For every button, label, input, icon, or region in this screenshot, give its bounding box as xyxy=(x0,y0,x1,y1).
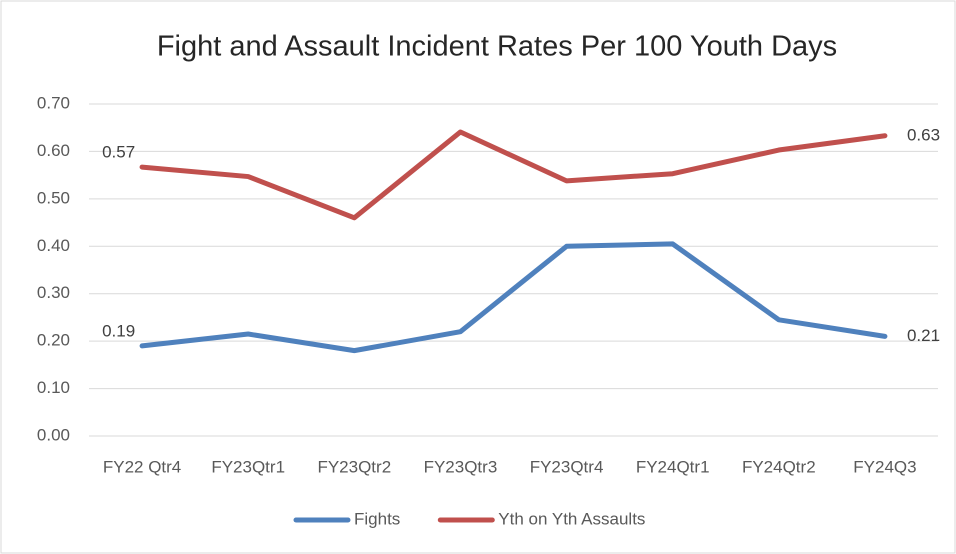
series-line xyxy=(139,129,888,221)
legend-label: Yth on Yth Assaults xyxy=(498,509,645,528)
x-tick-label: FY23Qtr3 xyxy=(424,457,498,476)
y-tick-label: 0.60 xyxy=(37,141,70,160)
x-tick-label: FY24Qtr1 xyxy=(636,457,710,476)
x-tick-label: FY23Qtr2 xyxy=(317,457,391,476)
data-label: 0.19 xyxy=(102,321,135,340)
x-tick-label: FY24Q3 xyxy=(853,457,916,476)
chart-title: Fight and Assault Incident Rates Per 100… xyxy=(157,31,837,63)
x-tick-label: FY22 Qtr4 xyxy=(103,457,181,476)
legend-label: Fights xyxy=(354,509,400,528)
y-tick-label: 0.70 xyxy=(37,93,70,112)
y-tick-label: 0.10 xyxy=(37,378,70,397)
y-tick-label: 0.00 xyxy=(37,425,70,444)
y-tick-label: 0.40 xyxy=(37,236,70,255)
x-tick-label: FY24Qtr2 xyxy=(742,457,816,476)
data-label: 0.21 xyxy=(907,326,940,345)
x-tick-label: FY23Qtr1 xyxy=(211,457,285,476)
y-tick-label: 0.30 xyxy=(37,283,70,302)
series-line xyxy=(139,241,888,354)
y-tick-label: 0.20 xyxy=(37,331,70,350)
y-tick-label: 0.50 xyxy=(37,188,70,207)
data-label: 0.63 xyxy=(907,125,940,144)
data-label: 0.57 xyxy=(102,143,135,162)
x-tick-label: FY23Qtr4 xyxy=(530,457,604,476)
